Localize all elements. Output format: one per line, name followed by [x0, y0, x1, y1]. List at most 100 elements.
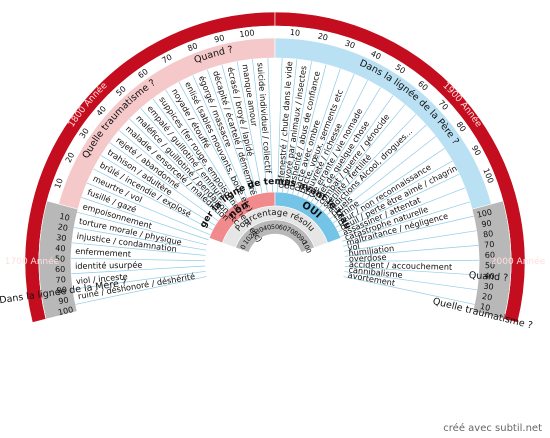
divider-right	[343, 215, 474, 247]
divider-right	[323, 114, 417, 212]
scale-left-2: 30	[56, 233, 67, 243]
divider-left	[109, 142, 219, 222]
scale-right-9: 10	[479, 302, 491, 313]
divider-right	[344, 271, 478, 291]
divider-right	[344, 245, 479, 257]
scale-left-1: 20	[57, 222, 68, 233]
divider-left	[71, 257, 206, 262]
divider-right	[326, 124, 427, 216]
divider-left	[72, 270, 206, 290]
scale-right-1: 90	[481, 219, 493, 230]
scale-left-6: 70	[55, 275, 66, 285]
divider-right	[335, 160, 453, 228]
divider-left	[77, 212, 208, 246]
scale-top-left-8: 90	[213, 33, 225, 44]
percent-tick-2: 20	[247, 229, 258, 240]
scale-left-8: 90	[58, 295, 70, 306]
year-1700: 1700 Année	[5, 256, 60, 267]
divider-left	[178, 81, 243, 201]
scale-top-right-3: 40	[369, 49, 382, 62]
right-item-18: vol	[347, 241, 361, 253]
divider-left	[129, 118, 226, 214]
divider-right	[277, 58, 283, 193]
divider-right	[319, 104, 406, 209]
scale-top-left-7: 80	[186, 41, 199, 53]
divider-right	[343, 276, 475, 305]
divider-left	[71, 242, 206, 256]
divider-right	[332, 148, 445, 224]
scale-top-left-1: 20	[64, 151, 77, 164]
divider-left	[192, 75, 248, 199]
divider-right	[297, 68, 341, 196]
scale-left-4: 50	[55, 254, 65, 263]
scale-top-right-1: 20	[317, 32, 329, 43]
divider-right	[344, 230, 477, 252]
divider-left	[81, 197, 209, 241]
divider-right	[340, 187, 466, 237]
divider-left	[140, 108, 230, 210]
divider-right	[329, 136, 436, 220]
left-item-1: viol / inceste	[75, 271, 128, 286]
scale-right-4: 60	[485, 251, 495, 260]
percent-tick-0: 0	[239, 244, 248, 251]
right-item-20: overdose	[349, 252, 387, 264]
percent-tick-1: 10	[242, 235, 253, 246]
scale-right-3: 70	[484, 240, 495, 250]
divider-right	[287, 61, 312, 194]
scale-left-9: 100	[57, 305, 74, 317]
divider-right	[306, 80, 368, 200]
left-item-2: identité usurpée	[75, 260, 143, 271]
percent-tick-4: 40	[262, 223, 272, 233]
divider-right	[315, 95, 394, 206]
scale-right-5: 50	[485, 261, 495, 270]
percent-tick-3: 30	[254, 225, 265, 236]
left-scale-column	[38, 200, 79, 320]
scale-right-0: 100	[476, 208, 493, 220]
wheel-sectors	[24, 11, 526, 323]
right-scale-column	[471, 200, 512, 320]
year-2000: 2000 Année	[491, 256, 546, 267]
when-right: Quand ?	[468, 270, 508, 284]
divider-right	[344, 259, 479, 262]
scale-top-left-6: 70	[160, 53, 173, 66]
scale-top-right-8: 90	[470, 144, 483, 157]
scale-top-left-9: 100	[239, 28, 255, 39]
scale-top-left-0: 10	[53, 177, 65, 190]
divider-left	[71, 265, 206, 275]
scale-right-7: 30	[483, 282, 494, 292]
scale-left-0: 10	[59, 212, 71, 223]
divider-left	[152, 98, 234, 207]
divider-left	[118, 130, 222, 218]
divider-right	[338, 173, 460, 233]
divider-left	[221, 64, 258, 195]
divider-left	[86, 182, 211, 236]
percent-tick-5: 50	[271, 223, 279, 231]
scale-left-5: 60	[55, 265, 65, 274]
divider-right	[301, 73, 355, 198]
percent-tick-8: 80	[291, 229, 302, 240]
wheel-rings	[208, 191, 342, 253]
scale-top-right-2: 30	[344, 39, 357, 51]
divider-right	[341, 201, 471, 242]
divider-left	[267, 58, 273, 193]
divider-left	[93, 168, 213, 231]
percent-tick-6: 60	[278, 223, 288, 233]
scale-right-2: 80	[483, 229, 494, 239]
divider-right	[310, 87, 381, 203]
divider-left	[75, 276, 207, 305]
divider-left	[236, 61, 263, 194]
divider-left	[252, 59, 268, 193]
scale-right-6: 40	[484, 271, 495, 281]
divider-left	[100, 155, 216, 226]
divider-left	[165, 89, 238, 204]
scale-right-8: 20	[481, 292, 493, 303]
percent-tick-7: 70	[285, 225, 296, 236]
divider-left	[206, 69, 253, 197]
divider-right	[344, 266, 479, 276]
scale-left-7: 80	[56, 285, 67, 295]
credit-text: créé avec subtil.net	[443, 423, 542, 434]
divider-right	[292, 64, 327, 195]
scale-left-3: 40	[55, 244, 66, 254]
percent-tick-9: 90	[297, 235, 308, 246]
